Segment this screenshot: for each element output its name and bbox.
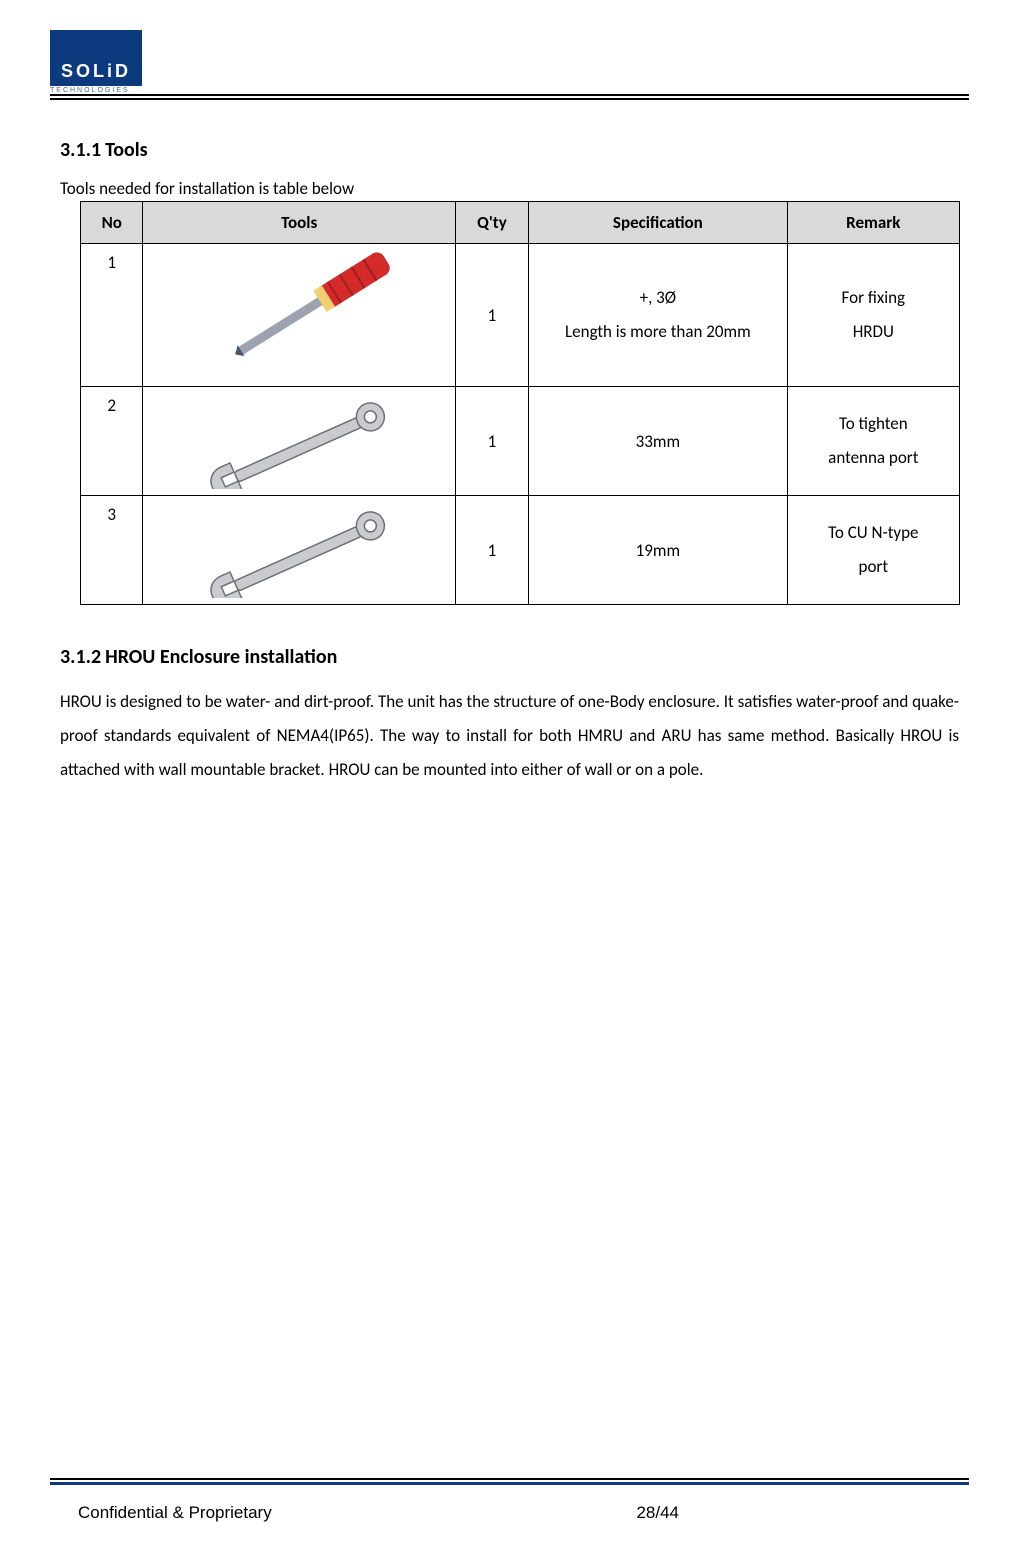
col-header-no: No [81, 202, 143, 244]
remark-line: For fixing [842, 287, 906, 308]
brand-logo: SOLiD [50, 30, 142, 86]
cell-qty: 1 [455, 387, 528, 496]
brand-logo-subtitle: TECHNOLOGIES [50, 87, 969, 94]
col-header-remark: Remark [787, 202, 959, 244]
table-row: 1 [81, 244, 960, 387]
footer-page-number: 28/44 [636, 1503, 679, 1523]
cell-remark: For fixing HRDU [787, 244, 959, 387]
wrench-icon [189, 502, 409, 598]
col-header-tools: Tools [143, 202, 455, 244]
brand-logo-text: SOLiD [61, 61, 131, 82]
wrench-icon [189, 393, 409, 489]
page-header: SOLiD TECHNOLOGIES [50, 30, 969, 100]
section-number: 3.1.2 [60, 645, 101, 669]
cell-qty: 1 [455, 244, 528, 387]
section-number: 3.1.1 [60, 138, 101, 162]
cell-no: 3 [81, 496, 143, 605]
screwdriver-icon [169, 250, 429, 380]
cell-tool-image [143, 244, 455, 387]
remark-line: antenna port [828, 447, 918, 468]
tools-table: No Tools Q'ty Specification Remark 1 [80, 201, 960, 605]
footer-line: Confidential & Proprietary 28/44 [50, 1485, 969, 1523]
section-3-1-2-body: HROU is designed to be water- and dirt-p… [60, 685, 959, 787]
footer-left-text: Confidential & Proprietary [78, 1503, 272, 1523]
header-rule-2 [50, 98, 969, 100]
table-header-row: No Tools Q'ty Specification Remark [81, 202, 960, 244]
cell-spec: 19mm [529, 496, 788, 605]
remark-line: HRDU [853, 321, 894, 342]
section-3-1-2-heading: 3.1.2HROU Enclosure installation [60, 645, 959, 669]
section-3-1-1-heading: 3.1.1Tools [60, 138, 959, 162]
cell-spec: +, 3Ø Length is more than 20mm [529, 244, 788, 387]
page-content: 3.1.1Tools Tools needed for installation… [50, 108, 969, 1478]
table-intro-text: Tools needed for installation is table b… [60, 178, 959, 199]
cell-no: 1 [81, 244, 143, 387]
spec-line: +, 3Ø [640, 287, 676, 308]
cell-no: 2 [81, 387, 143, 496]
remark-line: port [859, 556, 889, 577]
table-row: 3 1 19mm To [81, 496, 960, 605]
cell-tool-image [143, 387, 455, 496]
cell-qty: 1 [455, 496, 528, 605]
cell-tool-image [143, 496, 455, 605]
section-title: Tools [105, 138, 148, 162]
col-header-qty: Q'ty [455, 202, 528, 244]
cell-remark: To tighten antenna port [787, 387, 959, 496]
section-title: HROU Enclosure installation [105, 645, 337, 669]
col-header-spec: Specification [529, 202, 788, 244]
remark-line: To tighten [839, 413, 908, 434]
remark-line: To CU N-type [828, 522, 918, 543]
table-row: 2 1 33mm To [81, 387, 960, 496]
page-footer: Confidential & Proprietary 28/44 [50, 1478, 969, 1523]
cell-remark: To CU N-type port [787, 496, 959, 605]
spec-line: Length is more than 20mm [565, 321, 751, 342]
footer-rule [50, 1478, 969, 1480]
header-rule [50, 94, 969, 96]
cell-spec: 33mm [529, 387, 788, 496]
